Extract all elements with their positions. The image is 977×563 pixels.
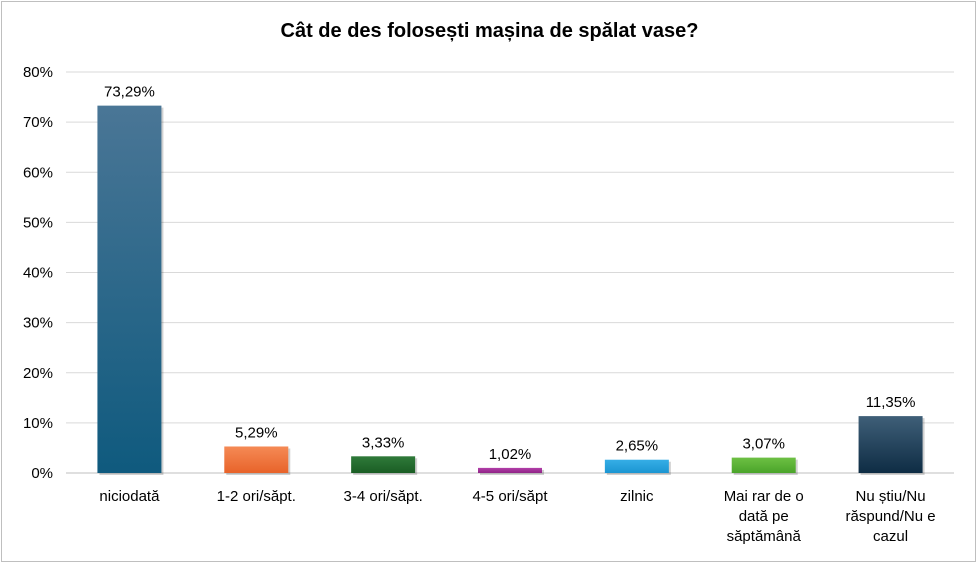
x-category-label: dată pe [739, 508, 789, 525]
data-label: 73,29% [104, 84, 155, 101]
bar [224, 446, 289, 473]
data-label: 2,65% [616, 438, 659, 455]
bar [478, 467, 542, 473]
data-label: 5,29% [235, 424, 278, 441]
x-category-label: cazul [873, 528, 908, 545]
bar [858, 416, 923, 473]
x-category-label: răspund/Nu e [846, 508, 936, 525]
x-category-label: niciodată [99, 488, 160, 505]
y-tick-label: 10% [23, 415, 53, 432]
data-label: 3,33% [362, 434, 405, 451]
bar [731, 457, 796, 473]
chart-title: Cât de des folosești mașina de spălat va… [280, 20, 699, 42]
y-tick-label: 30% [23, 315, 53, 332]
x-category-label: săptămână [727, 528, 802, 545]
y-tick-label: 80% [23, 64, 53, 81]
bar [351, 456, 416, 473]
data-label: 1,02% [489, 446, 532, 463]
x-category-label: Nu știu/Nu [856, 488, 926, 505]
data-label: 11,35% [866, 394, 916, 411]
x-category-label: Mai rar de o [724, 488, 804, 505]
data-label: 3,07% [742, 436, 785, 453]
x-category-label: 3-4 ori/săpt. [344, 488, 423, 505]
bar [604, 459, 669, 473]
data-labels: 73,29% 5,29% 3,33% 1,02% 2,65% 3,07% 11,35% [104, 84, 915, 463]
x-axis-categories: niciodată 1-2 ori/săpt. 3-4 ori/săpt. 4-5 o… [99, 488, 935, 545]
bar [97, 105, 162, 473]
bars [97, 105, 925, 475]
y-axis-ticks: 0% 10% 20% 30% 40% 50% 60% 70% 80% [23, 64, 53, 482]
x-category-label: 1-2 ori/săpt. [217, 488, 296, 505]
y-tick-label: 70% [23, 114, 53, 131]
y-tick-label: 0% [31, 465, 53, 482]
y-tick-label: 20% [23, 365, 53, 382]
y-tick-label: 50% [23, 214, 53, 231]
x-category-label: zilnic [620, 488, 654, 505]
y-tick-label: 60% [23, 164, 53, 181]
gridlines [66, 71, 954, 474]
x-category-label: 4-5 ori/săpt [472, 488, 548, 505]
y-tick-label: 40% [23, 265, 53, 282]
